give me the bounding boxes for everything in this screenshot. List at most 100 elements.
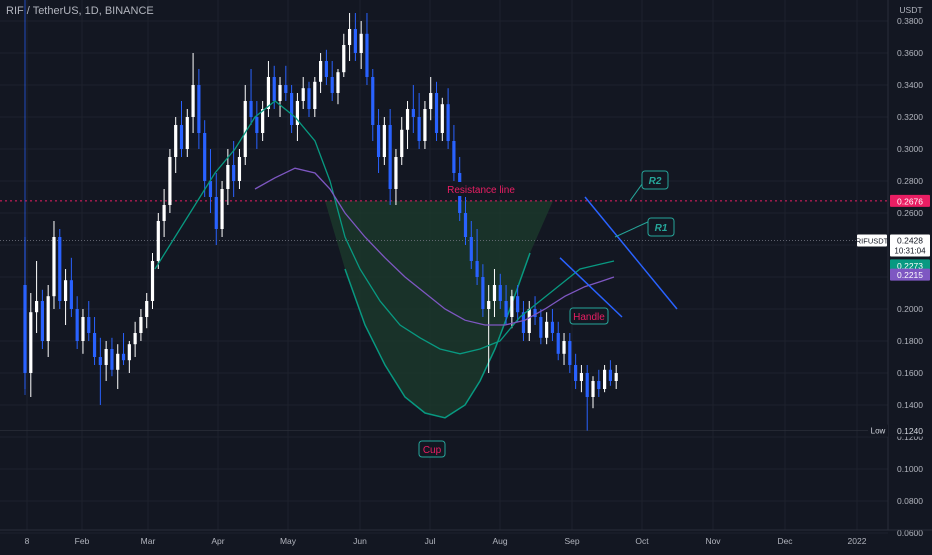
handle-label-box — [569, 307, 609, 325]
candle-body — [98, 357, 102, 365]
low-tag-bg — [868, 424, 888, 437]
candle-body — [261, 109, 265, 133]
candle-body — [278, 85, 282, 101]
candle-body — [249, 101, 253, 117]
candle-body — [342, 45, 346, 73]
candle-body — [307, 88, 311, 109]
lower-trendline — [559, 257, 623, 318]
candle-body — [527, 309, 531, 333]
candle-body — [371, 77, 375, 125]
candle-body — [133, 333, 137, 345]
x-tick-label: Jul — [425, 536, 436, 546]
price-label-resistance-value: 0.2676 — [897, 196, 923, 206]
candle-body — [214, 197, 218, 229]
candle-body — [69, 280, 73, 309]
candle-body — [562, 341, 566, 354]
candle-body — [516, 296, 520, 313]
x-tick-label: Apr — [211, 536, 224, 546]
candle-body — [34, 301, 39, 313]
y-tick-label: 0.0800 — [897, 496, 923, 506]
x-tick-label: Oct — [635, 536, 649, 546]
y-axis-unit-label: USDT — [899, 5, 922, 15]
candle-body — [533, 309, 537, 317]
candle-body — [220, 189, 224, 229]
y-tick-label: 0.1600 — [897, 368, 923, 378]
moving-averages — [154, 100, 615, 355]
candle-body — [185, 117, 189, 149]
x-tick-label: Feb — [75, 536, 90, 546]
x-tick-label: Mar — [141, 536, 156, 546]
y-tick-label: 0.3600 — [897, 48, 923, 58]
y-tick-label: 0.1000 — [897, 464, 923, 474]
y-tick-label: 0.1400 — [897, 400, 923, 410]
candle-body — [92, 333, 97, 357]
candle-body — [475, 261, 479, 277]
candle-body — [574, 365, 578, 381]
x-tick-label: Jun — [353, 536, 367, 546]
candles — [23, 13, 618, 431]
candle-body — [23, 285, 27, 373]
price-label-resistance-bg — [890, 194, 930, 207]
candle-body — [469, 237, 473, 261]
price-label-ma-fast-value: 0.2273 — [897, 261, 923, 271]
candle-body — [145, 301, 149, 317]
candle-body — [446, 104, 450, 141]
candle-body — [46, 296, 50, 341]
candle-body — [40, 301, 44, 341]
candle-body — [510, 296, 514, 317]
cup-label-text: Cup — [423, 445, 442, 456]
x-tick-label: Aug — [492, 536, 507, 546]
candle-body — [423, 109, 427, 141]
cup-curve — [344, 252, 531, 419]
resistance-label-text: Resistance line — [447, 185, 515, 196]
candle-body — [29, 312, 33, 373]
candle-body — [127, 344, 131, 361]
candle-body — [336, 72, 340, 93]
candle-body — [452, 141, 456, 173]
r2-label: R2 — [641, 170, 669, 190]
candle-body — [400, 129, 404, 157]
candle-body — [52, 237, 56, 297]
x-tick-label: May — [280, 536, 297, 546]
candle-body — [359, 33, 363, 53]
candle-body — [110, 349, 114, 370]
candle-body — [197, 85, 201, 133]
candle-body — [481, 277, 485, 309]
candle-body — [585, 373, 589, 397]
y-tick-label: 0.3800 — [897, 16, 923, 26]
candle-body — [330, 77, 334, 93]
r1-callout-line — [614, 220, 651, 238]
candle-body — [75, 309, 79, 341]
resistance-label-bg — [444, 182, 518, 196]
candle-body — [81, 317, 85, 341]
candle-body — [591, 381, 595, 397]
candle-body — [295, 101, 300, 125]
candle-body — [614, 373, 618, 381]
candle-body — [266, 77, 271, 109]
candle-body — [156, 221, 160, 261]
price-label-low-value: 0.1240 — [897, 426, 923, 436]
candle-body — [168, 157, 172, 205]
candle-body — [353, 29, 357, 53]
candle-body — [208, 181, 213, 197]
y-tick-label: 0.3400 — [897, 80, 923, 90]
ma-slow-line — [254, 167, 615, 326]
candle-body — [603, 369, 607, 389]
r2-label-box — [641, 170, 669, 190]
y-tick-label: 0.0600 — [897, 528, 923, 538]
candle-body — [313, 81, 317, 109]
candle-body — [504, 301, 508, 317]
candle-body — [139, 317, 143, 333]
candle-body — [318, 61, 323, 82]
upper-trendline — [584, 196, 678, 310]
symbol-title: RIF / TetherUS, 1D, BINANCE — [6, 5, 154, 17]
x-tick-label: 8 — [25, 536, 30, 546]
candle-body — [162, 205, 166, 221]
candle-body — [556, 333, 560, 354]
candle-body — [394, 157, 398, 189]
x-tick-label: Nov — [705, 536, 721, 546]
y-tick-label: 0.2000 — [897, 304, 923, 314]
candle-body — [417, 117, 421, 141]
